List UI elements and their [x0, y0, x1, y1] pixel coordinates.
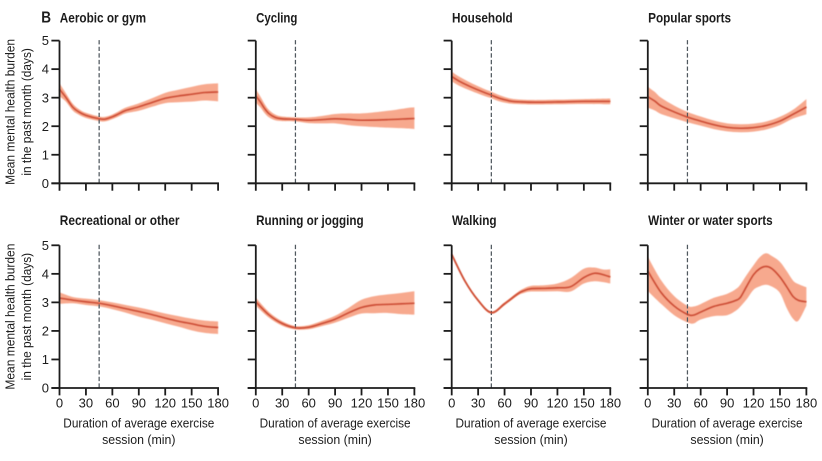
svg-text:Duration of average exercise: Duration of average exercise: [260, 416, 411, 431]
svg-text:Running or jogging: Running or jogging: [256, 212, 364, 228]
svg-text:Cycling: Cycling: [256, 10, 297, 26]
svg-text:90: 90: [132, 396, 146, 411]
svg-text:180: 180: [599, 396, 621, 411]
svg-text:Household: Household: [452, 10, 513, 26]
svg-text:60: 60: [693, 396, 707, 411]
svg-text:180: 180: [404, 396, 426, 411]
svg-text:Duration of average exercise: Duration of average exercise: [63, 416, 214, 431]
svg-text:150: 150: [769, 396, 791, 411]
svg-text:3: 3: [42, 295, 49, 310]
svg-text:60: 60: [301, 396, 315, 411]
svg-text:120: 120: [547, 396, 569, 411]
svg-text:4: 4: [42, 62, 49, 77]
svg-text:150: 150: [377, 396, 399, 411]
svg-text:session (min): session (min): [298, 432, 371, 447]
svg-text:90: 90: [328, 396, 342, 411]
svg-text:30: 30: [79, 396, 93, 411]
svg-text:90: 90: [720, 396, 734, 411]
svg-text:120: 120: [154, 396, 176, 411]
svg-text:3: 3: [42, 90, 49, 105]
svg-text:90: 90: [524, 396, 538, 411]
svg-text:2: 2: [42, 119, 49, 134]
svg-text:150: 150: [573, 396, 595, 411]
svg-text:in the past month (days): in the past month (days): [19, 253, 34, 381]
svg-text:30: 30: [275, 396, 289, 411]
svg-text:Recreational or other: Recreational or other: [60, 212, 180, 228]
svg-text:Winter or water sports: Winter or water sports: [648, 212, 773, 228]
svg-text:60: 60: [105, 396, 119, 411]
svg-text:180: 180: [207, 396, 229, 411]
svg-text:Walking: Walking: [452, 212, 497, 228]
svg-text:2: 2: [42, 324, 49, 339]
svg-text:Aerobic or gym: Aerobic or gym: [60, 10, 146, 26]
svg-text:60: 60: [497, 396, 511, 411]
svg-text:5: 5: [42, 33, 49, 48]
svg-text:0: 0: [42, 381, 49, 396]
svg-text:in the past month (days): in the past month (days): [19, 48, 34, 175]
svg-text:Mean mental health burden: Mean mental health burden: [3, 244, 18, 390]
svg-text:4: 4: [42, 266, 49, 281]
svg-text:150: 150: [181, 396, 203, 411]
svg-text:0: 0: [42, 176, 49, 191]
svg-text:Duration of average exercise: Duration of average exercise: [652, 416, 803, 431]
svg-text:B: B: [41, 10, 51, 27]
svg-text:Duration of average exercise: Duration of average exercise: [456, 416, 607, 431]
svg-text:120: 120: [351, 396, 373, 411]
svg-text:0: 0: [448, 396, 455, 411]
svg-text:180: 180: [796, 396, 818, 411]
svg-text:0: 0: [56, 396, 63, 411]
svg-text:1: 1: [42, 352, 49, 367]
svg-text:Mean mental health burden: Mean mental health burden: [3, 39, 18, 185]
svg-text:session (min): session (min): [102, 432, 175, 447]
svg-text:1: 1: [42, 147, 49, 162]
svg-text:30: 30: [667, 396, 681, 411]
svg-text:5: 5: [42, 238, 49, 253]
svg-text:30: 30: [471, 396, 485, 411]
svg-text:session (min): session (min): [690, 432, 763, 447]
svg-text:Popular sports: Popular sports: [648, 10, 731, 26]
svg-text:session (min): session (min): [494, 432, 567, 447]
svg-text:0: 0: [644, 396, 651, 411]
svg-text:120: 120: [743, 396, 765, 411]
svg-text:0: 0: [252, 396, 259, 411]
